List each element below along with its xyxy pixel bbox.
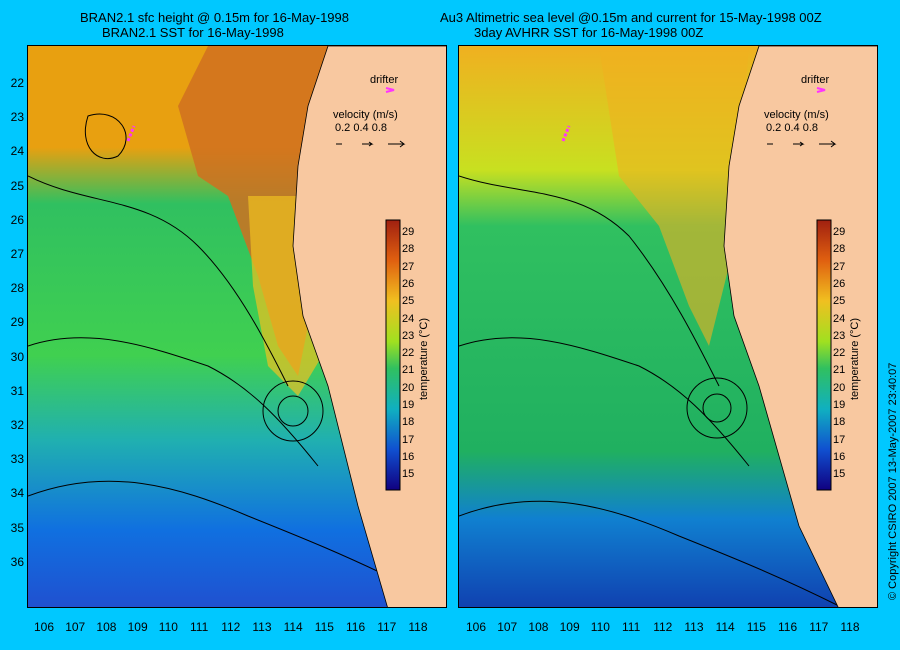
colorbar-tick-label: 18 xyxy=(833,416,846,429)
colorbar-tick-label: 22 xyxy=(402,347,415,360)
colorbar-tick-label: 15 xyxy=(833,468,846,481)
latitude-tick-label: 35 xyxy=(10,520,24,535)
colorbar-tick-label: 22 xyxy=(833,347,846,360)
longitude-tick-label: 118 xyxy=(840,620,860,634)
longitude-tick-label: 113 xyxy=(684,620,704,634)
colorbar-tick-label: 23 xyxy=(833,329,846,342)
left-colorbar-title: temperature (°C) xyxy=(418,317,430,400)
longitude-tick-label: 111 xyxy=(190,620,209,634)
latitude-tick-label: 28 xyxy=(10,281,24,296)
right-colorbar-title: temperature (°C) xyxy=(849,317,861,400)
latitude-tick-label: 23 xyxy=(10,110,24,125)
colorbar-tick-label: 25 xyxy=(402,295,415,308)
longitude-tick-label: 109 xyxy=(127,620,148,634)
colorbar-tick-label: 28 xyxy=(833,243,846,256)
longitude-tick-label: 114 xyxy=(283,620,303,634)
colorbar-tick-label: 28 xyxy=(402,243,415,256)
latitude-tick-label: 31 xyxy=(10,383,24,398)
left-drifter-label: drifter xyxy=(370,74,399,86)
colorbar-tick-label: 26 xyxy=(402,277,415,290)
colorbar-tick-label: 21 xyxy=(402,364,415,377)
colorbar-tick-label: 24 xyxy=(833,312,846,325)
colorbar-tick-label: 27 xyxy=(402,260,415,273)
left-title-line2: BRAN2.1 SST for 16-May-1998 xyxy=(102,25,284,40)
colorbar-tick-label: 24 xyxy=(402,312,415,325)
colorbar-tick-label: 16 xyxy=(833,450,846,463)
colorbar-tick-label: 19 xyxy=(833,399,846,411)
right-velocity-label: velocity (m/s) xyxy=(764,109,829,121)
latitude-tick-label: 25 xyxy=(10,178,24,193)
latitude-tick-label: 34 xyxy=(10,486,24,501)
longitude-tick-label: 106 xyxy=(466,620,487,634)
colorbar-tick-label: 26 xyxy=(833,277,846,290)
colorbar-tick-label: 23 xyxy=(402,329,415,342)
colorbar-tick-label: 17 xyxy=(402,433,415,446)
longitude-tick-label: 112 xyxy=(653,620,673,634)
colorbar-tick-label: 19 xyxy=(402,399,415,411)
latitude-tick-label: 36 xyxy=(10,554,24,569)
left-map-graphic xyxy=(28,46,446,607)
longitude-tick-label: 117 xyxy=(377,620,397,634)
colorbar-tick-label: 21 xyxy=(833,364,846,377)
colorbar-tick-label: 20 xyxy=(402,381,415,394)
colorbar-tick-label: 16 xyxy=(402,450,415,463)
longitude-tick-label: 111 xyxy=(622,620,641,634)
latitude-tick-label: 30 xyxy=(10,349,24,364)
longitude-tick-label: 110 xyxy=(158,620,178,634)
left-velocity-label: velocity (m/s) xyxy=(333,109,398,121)
longitude-tick-label: 116 xyxy=(778,620,798,634)
latitude-tick-label: 24 xyxy=(10,144,24,159)
left-sst-map: drifter velocity (m/s) 0.2 0.4 0.8 xyxy=(27,45,447,608)
colorbar-tick-label: 27 xyxy=(833,260,846,273)
latitude-tick-label: 33 xyxy=(10,452,24,467)
right-title-line2: 3day AVHRR SST for 16-May-1998 00Z xyxy=(474,25,704,40)
longitude-tick-label: 112 xyxy=(221,620,241,634)
longitude-tick-label: 106 xyxy=(34,620,55,634)
colorbar-tick-label: 15 xyxy=(402,468,415,481)
right-map-graphic xyxy=(459,46,877,607)
colorbar-tick-label: 17 xyxy=(833,433,846,446)
latitude-tick-label: 27 xyxy=(10,247,24,261)
colorbar-tick-label: 18 xyxy=(402,416,415,429)
longitude-tick-label: 118 xyxy=(408,620,428,634)
longitude-tick-label: 114 xyxy=(715,620,735,634)
longitude-tick-label: 116 xyxy=(346,620,366,634)
left-title-line1: BRAN2.1 sfc height @ 0.15m for 16-May-19… xyxy=(80,10,349,25)
longitude-tick-label: 109 xyxy=(559,620,580,634)
longitude-tick-label: 113 xyxy=(252,620,272,634)
copyright-notice: © Copyright CSIRO 2007 13-May-2007 23:40… xyxy=(887,362,899,600)
longitude-tick-label: 110 xyxy=(590,620,610,634)
latitude-tick-label: 29 xyxy=(10,315,24,330)
longitude-tick-label: 108 xyxy=(528,620,549,634)
colorbar-tick-label: 29 xyxy=(833,226,846,238)
colorbar-tick-label: 25 xyxy=(833,295,846,308)
left-velocity-scale: 0.2 0.4 0.8 xyxy=(335,122,387,134)
longitude-tick-label: 115 xyxy=(314,620,334,634)
longitude-tick-label: 107 xyxy=(497,620,518,634)
colorbar-tick-label: 20 xyxy=(833,381,846,394)
latitude-tick-label: 32 xyxy=(10,418,24,432)
colorbar-tick-label: 29 xyxy=(402,226,415,238)
longitude-tick-label: 107 xyxy=(65,620,86,634)
right-velocity-scale: 0.2 0.4 0.8 xyxy=(766,122,818,134)
right-drifter-label: drifter xyxy=(801,74,830,86)
longitude-tick-label: 108 xyxy=(96,620,117,634)
right-sst-map: drifter velocity (m/s) 0.2 0.4 0.8 xyxy=(458,45,878,608)
latitude-tick-label: 22 xyxy=(10,76,24,90)
right-title-line1: Au3 Altimetric sea level @0.15m and curr… xyxy=(440,10,822,25)
latitude-tick-label: 26 xyxy=(10,212,24,227)
longitude-tick-label: 115 xyxy=(746,620,766,634)
longitude-tick-label: 117 xyxy=(809,620,829,634)
